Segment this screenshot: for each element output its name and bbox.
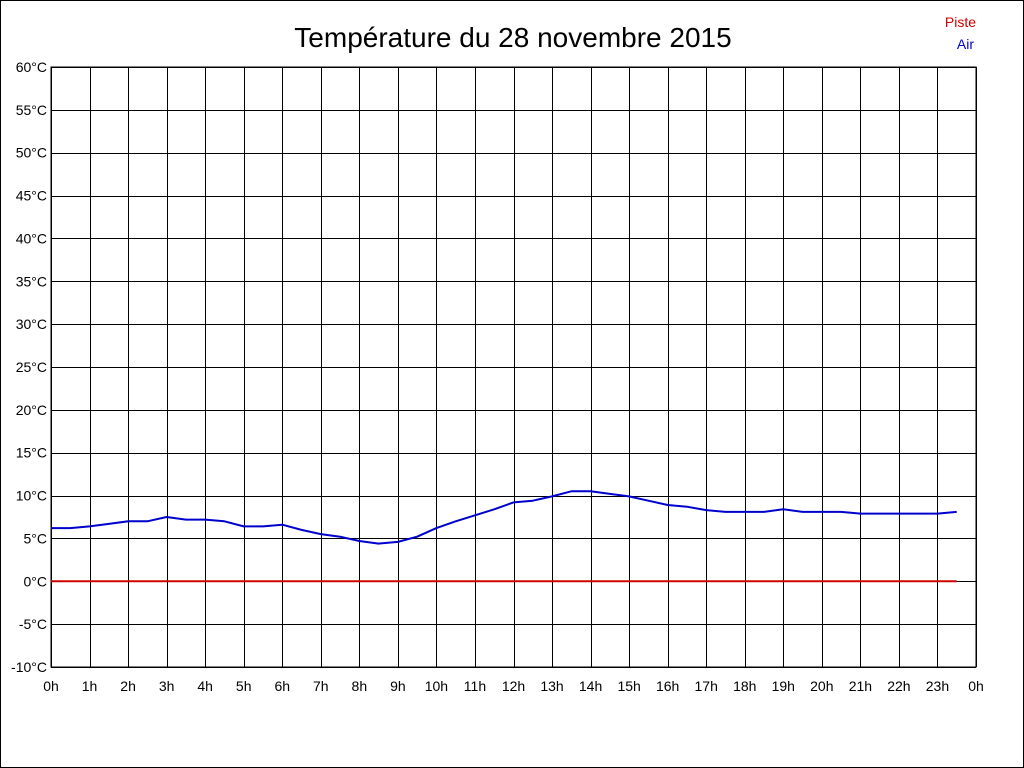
y-tick-label: 60°C bbox=[16, 59, 47, 75]
y-tick-label: 20°C bbox=[16, 402, 47, 418]
x-tick-label: 7h bbox=[313, 678, 329, 694]
x-tick-label: 11h bbox=[464, 678, 486, 694]
x-tick-label: 1h bbox=[82, 678, 98, 694]
series-layer bbox=[51, 490, 957, 583]
x-tick-label: 17h bbox=[695, 678, 718, 694]
grid bbox=[50, 66, 977, 668]
y-tick-label: 10°C bbox=[16, 488, 47, 504]
y-tick-label: 5°C bbox=[24, 530, 48, 546]
y-tick-label: 25°C bbox=[16, 359, 47, 375]
y-tick-label: 15°C bbox=[16, 445, 47, 461]
chart-title: Température du 28 novembre 2015 bbox=[294, 22, 731, 53]
y-axis-ticks: 60°C 55°C 50°C 45°C 40°C 35°C 30°C 25°C 20°C 15°C… bbox=[11, 59, 47, 675]
x-tick-label: 12h bbox=[502, 678, 525, 694]
x-tick-label: 5h bbox=[236, 678, 252, 694]
y-tick-label: 30°C bbox=[16, 316, 47, 332]
x-tick-label: 21h bbox=[849, 678, 872, 694]
x-axis-ticks: 0h 1h 2h 3h 4h 5h 6h 7h 8h 9h 10h 11h 12h 13h 14h 15h 16… bbox=[43, 678, 984, 694]
x-tick-label: 22h bbox=[887, 678, 910, 694]
y-tick-label: -10°C bbox=[11, 659, 47, 675]
x-tick-label: 18h bbox=[733, 678, 756, 694]
y-tick-label: 0°C bbox=[24, 573, 48, 589]
x-tick-label: 19h bbox=[772, 678, 795, 694]
x-tick-label: 10h bbox=[425, 678, 448, 694]
legend: Piste Air bbox=[945, 14, 976, 52]
y-tick-label: 35°C bbox=[16, 273, 47, 289]
x-tick-label: 8h bbox=[352, 678, 368, 694]
y-tick-label: 50°C bbox=[16, 145, 47, 161]
x-tick-label: 13h bbox=[540, 678, 563, 694]
x-tick-label: 0h bbox=[43, 678, 59, 694]
x-tick-label: 16h bbox=[656, 678, 679, 694]
y-tick-label: 55°C bbox=[16, 102, 47, 118]
x-tick-label: 15h bbox=[617, 678, 640, 694]
x-tick-label: 0h bbox=[968, 678, 984, 694]
x-tick-label: 3h bbox=[159, 678, 175, 694]
x-tick-label: 6h bbox=[274, 678, 290, 694]
x-tick-label: 2h bbox=[120, 678, 136, 694]
x-tick-label: 23h bbox=[926, 678, 949, 694]
y-tick-label: 40°C bbox=[16, 230, 47, 246]
y-tick-label: -5°C bbox=[19, 616, 47, 632]
legend-label-air: Air bbox=[957, 36, 974, 52]
series-line-air bbox=[51, 490, 957, 545]
y-tick-label: 45°C bbox=[16, 188, 47, 204]
x-tick-label: 20h bbox=[810, 678, 833, 694]
x-tick-label: 9h bbox=[390, 678, 406, 694]
x-tick-label: 14h bbox=[579, 678, 602, 694]
legend-label-piste: Piste bbox=[945, 14, 976, 30]
x-tick-label: 4h bbox=[197, 678, 213, 694]
